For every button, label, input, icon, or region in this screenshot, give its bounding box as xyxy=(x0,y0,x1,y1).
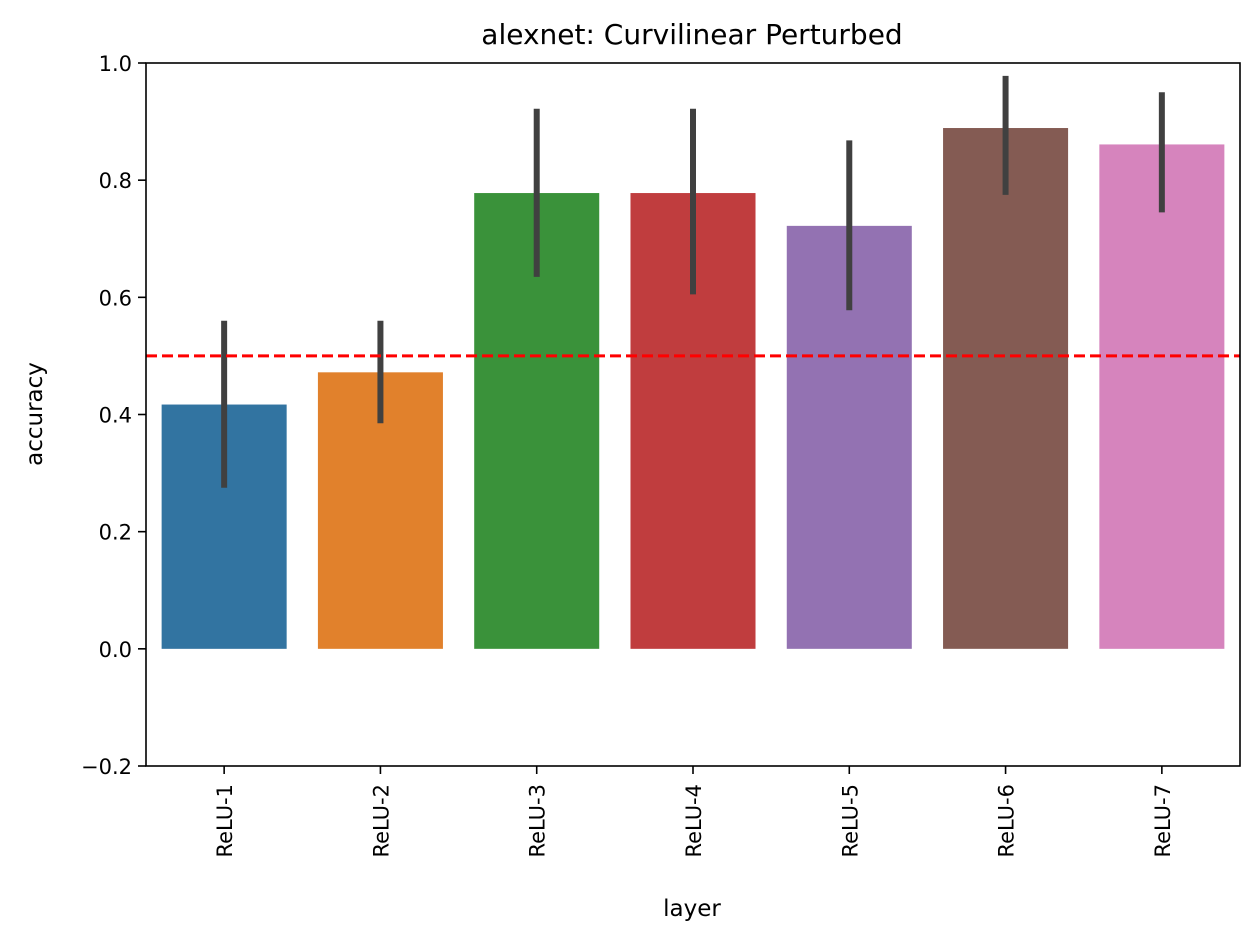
bar-relu-6 xyxy=(943,128,1069,649)
x-tick-label-relu-4: ReLU-4 xyxy=(682,784,706,858)
x-ticks-layer: ReLU-1 ReLU-2 ReLU-3 ReLU-4 ReLU-5 ReLU-6 ReLU… xyxy=(213,766,1175,858)
x-axis-label: layer xyxy=(663,896,721,922)
x-tick-label-relu-5: ReLU-5 xyxy=(838,784,862,858)
y-tick-label: 0.6 xyxy=(99,286,132,310)
chart-title: alexnet: Curvilinear Perturbed xyxy=(481,18,902,51)
y-tick-label: 0.2 xyxy=(99,521,132,545)
x-tick-label-relu-7: ReLU-7 xyxy=(1151,784,1175,858)
y-tick-label: −0.2 xyxy=(81,755,132,779)
x-tick-label-relu-6: ReLU-6 xyxy=(995,784,1019,858)
error-bars-layer xyxy=(221,75,1165,488)
y-tick-label: 1.0 xyxy=(99,52,132,76)
x-tick-label-relu-2: ReLU-2 xyxy=(369,784,393,858)
y-axis-label: accuracy xyxy=(22,362,48,466)
x-tick-label-relu-1: ReLU-1 xyxy=(213,784,237,858)
y-tick-label: 0.8 xyxy=(99,169,132,193)
x-tick-label-relu-3: ReLU-3 xyxy=(526,784,550,858)
y-tick-label: 0.0 xyxy=(99,638,132,662)
bar-relu-7 xyxy=(1099,144,1225,649)
y-ticks-layer: −0.2 0.0 0.2 0.4 0.6 0.8 1.0 xyxy=(81,52,146,779)
y-tick-label: 0.4 xyxy=(99,404,132,428)
